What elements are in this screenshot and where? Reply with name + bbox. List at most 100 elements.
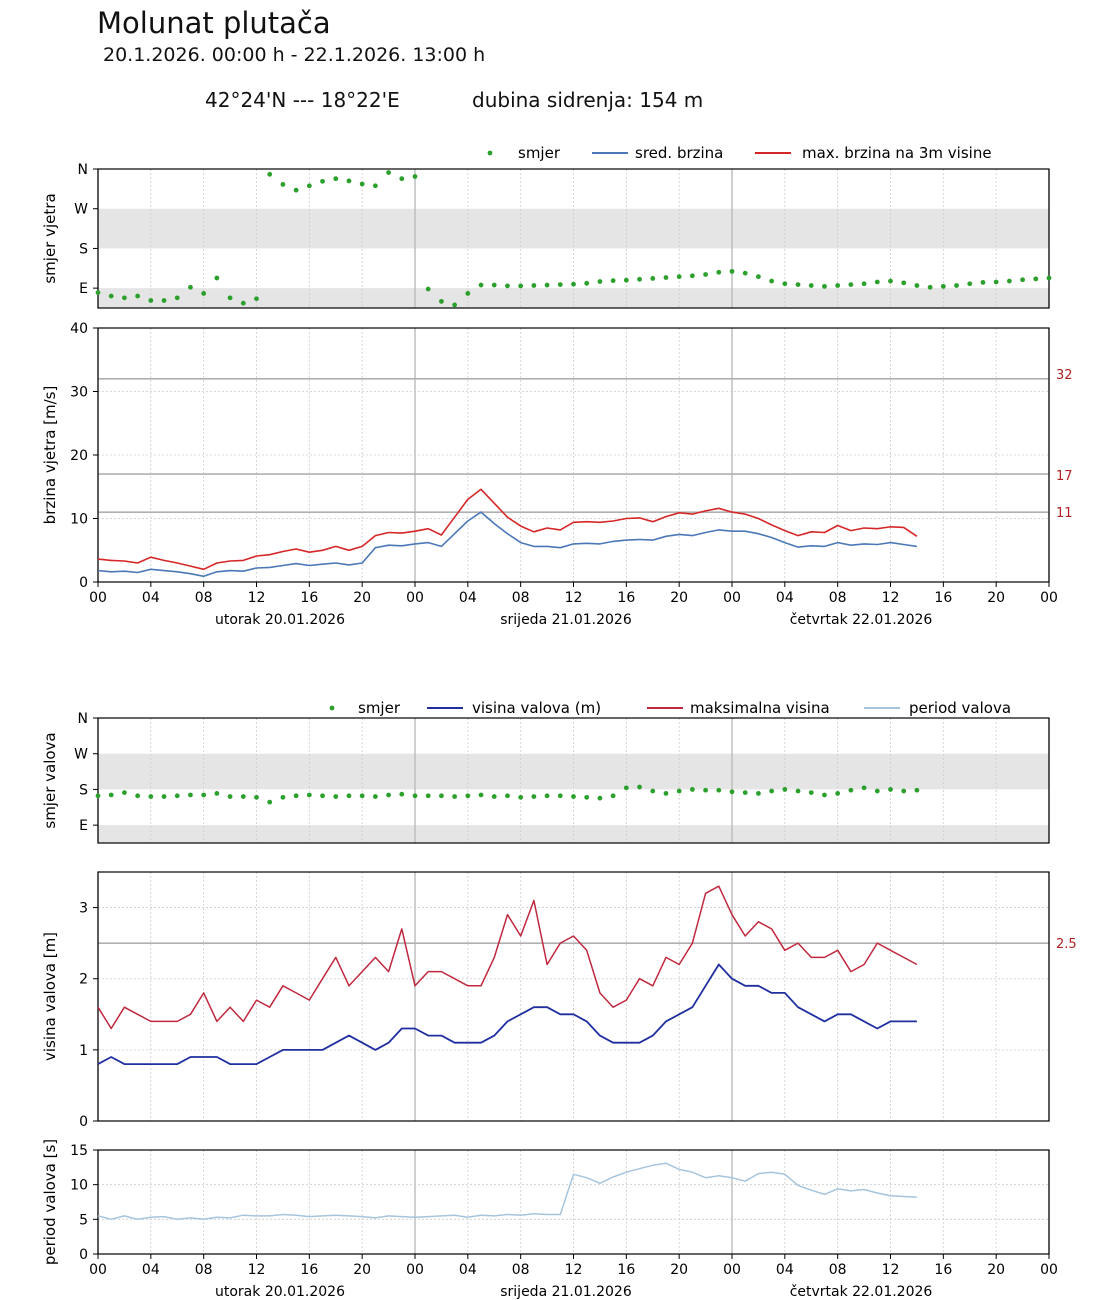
wind-direction-point [148, 298, 154, 303]
wave-direction-point [637, 784, 642, 790]
wind-direction-point [372, 183, 378, 189]
x-tick-label: 08 [829, 1262, 847, 1278]
wave-direction-point [425, 793, 431, 799]
wind-direction-point [676, 274, 682, 280]
wind-direction-point [320, 178, 325, 184]
y-tick-label: W [74, 747, 88, 763]
x-tick-label: 04 [776, 1262, 794, 1278]
wind-direction-point [557, 282, 563, 288]
max-wind-line [97, 488, 918, 571]
plot-frame [97, 871, 1050, 1122]
wave-direction-point [742, 790, 748, 796]
day-label: utorak 20.01.2026 [215, 1284, 345, 1300]
x-tick-label: 12 [565, 1262, 583, 1278]
x-tick-label: 00 [723, 1262, 741, 1278]
wave-direction-point [161, 794, 167, 799]
wave-direction-point [557, 793, 563, 799]
wave-direction-point [465, 793, 471, 799]
x-tick-label: 00 [1040, 590, 1058, 606]
mooring-depth: dubina sidrenja: 154 m [472, 88, 704, 112]
wind-direction-point [95, 290, 101, 295]
wind-direction-point [993, 279, 999, 285]
y-tick-label: 30 [70, 385, 88, 401]
wind-direction-point [663, 275, 669, 280]
wind-direction-point [306, 183, 312, 189]
y-axis-label: smjer valova [41, 732, 59, 828]
wave-direction-point [716, 787, 722, 793]
x-tick-label: 12 [248, 1262, 266, 1278]
wind-direction-point [571, 281, 576, 287]
wave-direction-point [174, 793, 180, 799]
wind-direction-point [888, 278, 893, 284]
x-tick-label: 04 [459, 1262, 477, 1278]
wind-direction-point [980, 280, 986, 285]
wave-direction-point [623, 785, 629, 791]
buoy-coordinates: 42°24'N --- 18°22'E [205, 88, 400, 112]
wave-direction-point [835, 790, 841, 796]
x-tick-label: 16 [617, 590, 635, 606]
wave-direction-point [848, 787, 854, 793]
time-period: 20.1.2026. 00:00 h - 22.1.2026. 13:00 h [103, 44, 486, 66]
legend-label: period valova [909, 699, 1011, 717]
wind-direction-point [518, 283, 524, 289]
x-tick-label: 00 [406, 590, 424, 606]
wind-direction-point [505, 283, 510, 289]
wave-direction-point [782, 787, 788, 792]
x-tick-label: 20 [670, 1262, 688, 1278]
chart-legend: smjer visina valova (m) maksimalna visina p… [329, 699, 1011, 717]
x-tick-label: 20 [353, 1262, 371, 1278]
wave-direction-point [861, 785, 867, 791]
x-tick-label: 20 [670, 590, 688, 606]
x-tick-label: 00 [1040, 1262, 1058, 1278]
wind-direction-point [848, 282, 854, 288]
y-axis-label: visina valova [m] [41, 932, 59, 1061]
wind-direction-point [333, 176, 339, 182]
wave-direction-point [663, 790, 669, 796]
day-label: srijeda 21.01.2026 [500, 1284, 632, 1300]
wind-direction-point [412, 174, 418, 179]
legend-label: sred. brzina [635, 144, 723, 162]
wind-direction-point [452, 302, 458, 308]
panel-wave_height: 2.5 0 1 2 3 visina valova [m] [41, 871, 1077, 1130]
wind-direction-point [954, 283, 959, 288]
wave-direction-point [808, 790, 814, 796]
wave-height-line [97, 963, 917, 1065]
wave-direction-point [650, 788, 656, 794]
wind-direction-point [967, 281, 973, 287]
wind-direction-point [689, 273, 695, 279]
threshold-label: 32 [1056, 368, 1073, 383]
y-axis-label: period valova [s] [41, 1139, 59, 1265]
y-tick-label: 3 [79, 901, 88, 917]
x-tick-label: 08 [195, 1262, 213, 1278]
x-tick-label: 12 [882, 590, 900, 606]
wind-direction-point [637, 276, 642, 282]
x-tick-label: 08 [512, 590, 530, 606]
wind-direction-point [808, 283, 814, 288]
x-tick-label: 16 [300, 590, 318, 606]
y-tick-label: W [74, 202, 88, 218]
wave-direction-point [531, 794, 537, 799]
wave-direction-point [452, 794, 458, 799]
chart-legend: smjer sred. brzina max. brzina na 3m visin… [487, 144, 992, 162]
wind-direction-point [293, 187, 299, 193]
wave-direction-point [795, 788, 801, 794]
x-tick-label: 20 [987, 1262, 1005, 1278]
y-tick-label: 40 [70, 321, 88, 337]
x-tick-label: 08 [195, 590, 213, 606]
wave-direction-point [584, 794, 590, 800]
y-tick-label: 0 [79, 1247, 88, 1263]
x-tick-label: 04 [142, 590, 160, 606]
x-tick-label: 12 [882, 1262, 900, 1278]
wind-direction-point [491, 282, 497, 288]
legend-label: smjer [518, 144, 561, 162]
legend-marker [487, 150, 493, 156]
legend-label: visina valova (m) [472, 699, 601, 717]
x-tick-label: 20 [353, 590, 371, 606]
max-wave-height-line [97, 885, 918, 1030]
wave-direction-point [874, 788, 880, 794]
x-tick-label: 04 [142, 1262, 160, 1278]
panel-wind_speed: 11 17 32 0 10 20 30 40 brzina vjetra [m/s] [41, 321, 1073, 591]
wave-direction-point [597, 795, 603, 801]
wind-direction-point [729, 268, 735, 274]
